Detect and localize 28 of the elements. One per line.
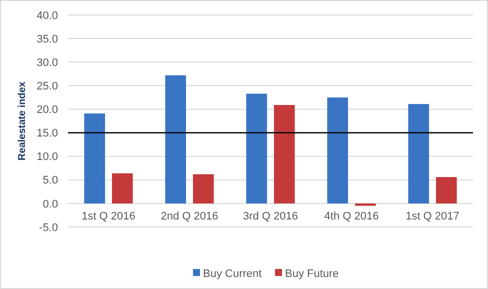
y-tick-label: 5.0: [42, 174, 58, 187]
x-tick-label: 1st Q 2017: [406, 210, 460, 222]
bar: [408, 104, 430, 204]
y-tick-label: 10.0: [36, 151, 58, 164]
bar: [327, 97, 348, 204]
x-tick-label: 4th Q 2016: [324, 210, 379, 222]
legend-label: Buy Future: [285, 268, 339, 280]
bar: [354, 203, 376, 206]
x-tick-label: 3rd Q 2016: [242, 210, 298, 222]
y-tick-label: 0.0: [42, 198, 58, 210]
bar: [165, 75, 186, 204]
bar: [192, 174, 214, 204]
y-tick-label: 35.0: [36, 33, 58, 46]
bar: [112, 173, 133, 204]
bar: [274, 104, 295, 204]
y-tick-label: 20.0: [36, 104, 58, 116]
y-tick-label: -5.0: [39, 222, 58, 234]
y-tick-label: 25.0: [36, 80, 58, 93]
y-tick-label: 15.0: [36, 128, 58, 140]
y-tick-label: 30.0: [36, 56, 58, 69]
x-tick-label: 1st Q 2016: [82, 210, 136, 222]
x-tick-label: 2nd Q 2016: [160, 210, 218, 222]
bar: [436, 177, 457, 204]
bar: [246, 94, 268, 204]
y-tick-label: 40.0: [36, 10, 58, 22]
y-axis-title: Realestate index: [17, 81, 28, 160]
bar: [84, 113, 106, 204]
legend-label: Buy Current: [203, 268, 262, 280]
